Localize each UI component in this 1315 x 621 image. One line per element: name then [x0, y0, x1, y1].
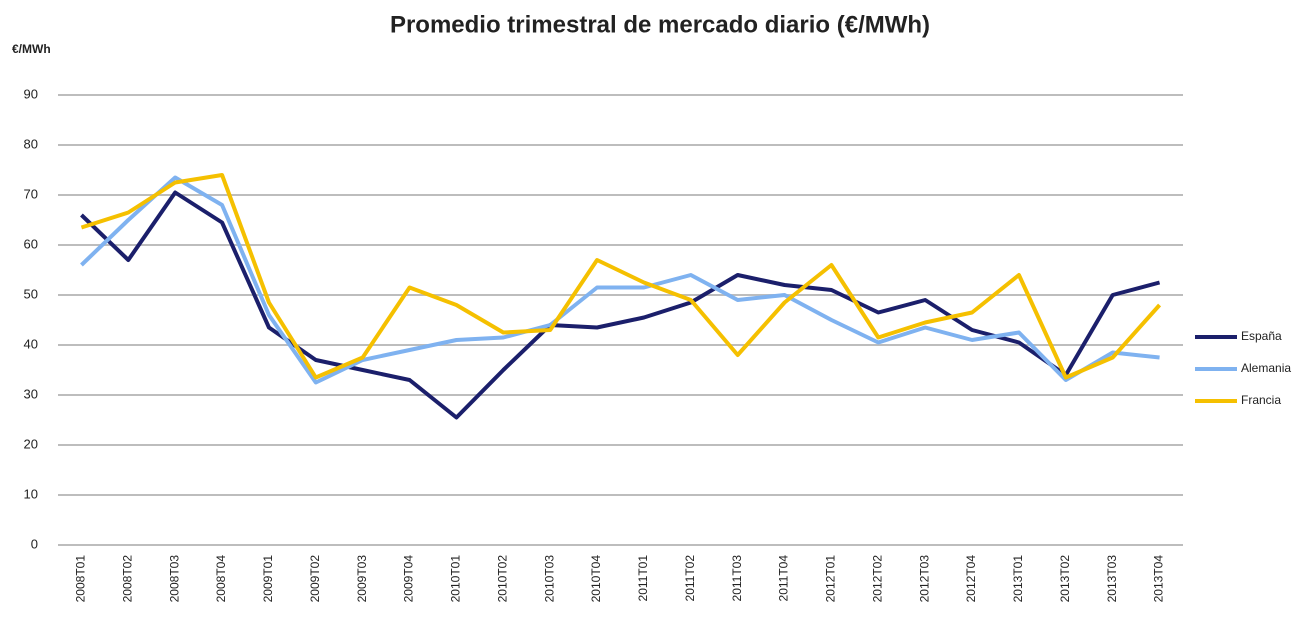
x-tick-label: 2013T02: [1058, 555, 1072, 603]
x-tick-label: 2012T04: [964, 555, 978, 603]
x-tick-label: 2008T01: [74, 555, 88, 603]
y-tick-label: 20: [24, 436, 38, 451]
x-tick-label: 2011T01: [636, 555, 650, 602]
x-tick-label: 2010T02: [495, 555, 509, 603]
x-tick-label: 2012T02: [870, 555, 884, 603]
line-series: [80, 190, 1161, 420]
x-tick-label: 2010T01: [449, 555, 463, 603]
y-tick-label: 40: [24, 336, 38, 351]
y-tick-label: 60: [24, 236, 38, 251]
x-tick-label: 2010T03: [542, 555, 556, 603]
legend-label: España: [1241, 329, 1282, 343]
x-tick-label: 2012T03: [917, 555, 931, 603]
x-tick-label: 2009T03: [355, 555, 369, 603]
x-tick-label: 2013T03: [1105, 555, 1119, 603]
x-tick-label: 2013T04: [1152, 555, 1166, 603]
legend-label: Francia: [1241, 393, 1281, 407]
x-tick-label: 2009T01: [261, 555, 275, 603]
x-tick-label: 2011T03: [730, 555, 744, 602]
y-tick-label: 0: [31, 536, 38, 551]
x-tick-label: 2009T02: [308, 555, 322, 603]
x-tick-label: 2012T01: [824, 555, 838, 603]
line-series: [80, 173, 1162, 380]
x-tick-label: 2008T04: [214, 555, 228, 603]
y-tick-label: 10: [24, 486, 38, 501]
x-tick-label: 2011T04: [777, 555, 791, 602]
chart-title: Promedio trimestral de mercado diario (€…: [390, 11, 930, 38]
x-tick-label: 2008T03: [167, 555, 181, 603]
line-series: [80, 175, 1160, 385]
x-tick-label: 2011T02: [683, 555, 697, 602]
x-tick-label: 2013T01: [1011, 555, 1025, 603]
y-tick-label: 70: [24, 186, 38, 201]
y-tick-label: 30: [24, 386, 38, 401]
x-tick-label: 2009T04: [402, 555, 416, 603]
x-tick-label: 2008T02: [120, 555, 134, 603]
y-tick-label: 90: [24, 86, 38, 101]
legend-label: Alemania: [1241, 361, 1291, 375]
y-tick-label: 50: [24, 286, 38, 301]
x-tick-label: 2010T04: [589, 555, 603, 603]
y-axis-label: €/MWh: [12, 42, 51, 56]
y-tick-label: 80: [24, 136, 38, 151]
